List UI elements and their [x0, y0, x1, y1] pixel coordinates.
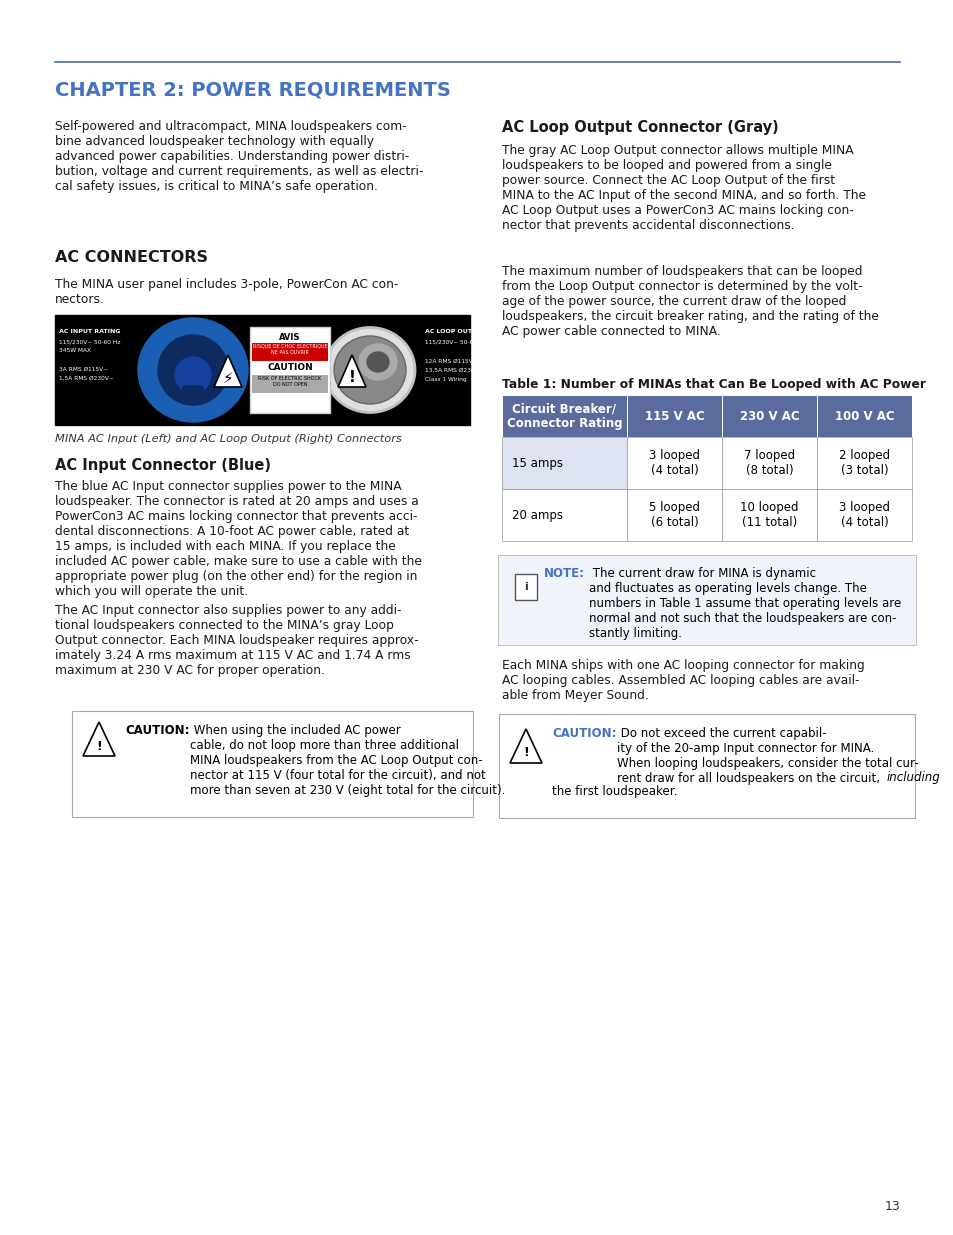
Text: 2 looped
(3 total): 2 looped (3 total)	[838, 450, 889, 477]
Text: 230 V AC: 230 V AC	[739, 410, 799, 422]
Text: Self-powered and ultracompact, MINA loudspeakers com-
bine advanced loudspeaker : Self-powered and ultracompact, MINA loud…	[55, 120, 423, 193]
Text: 13,5A RMS Ø230V~: 13,5A RMS Ø230V~	[424, 368, 483, 373]
Text: 3A RMS Ø115V~: 3A RMS Ø115V~	[59, 367, 108, 372]
Text: When using the included AC power
cable, do not loop more than three additional
M: When using the included AC power cable, …	[190, 724, 505, 797]
Text: !: !	[96, 740, 102, 752]
Text: 10 looped
(11 total): 10 looped (11 total)	[740, 501, 798, 529]
FancyBboxPatch shape	[816, 437, 911, 489]
FancyBboxPatch shape	[816, 489, 911, 541]
Text: 115 V AC: 115 V AC	[644, 410, 703, 422]
Text: Do not exceed the current capabil-
ity of the 20-amp Input connector for MINA.
W: Do not exceed the current capabil- ity o…	[617, 727, 918, 785]
Circle shape	[158, 335, 228, 405]
Polygon shape	[213, 354, 242, 387]
Text: The blue AC Input connector supplies power to the MINA
loudspeaker. The connecto: The blue AC Input connector supplies pow…	[55, 480, 421, 598]
FancyBboxPatch shape	[626, 489, 721, 541]
Text: Each MINA ships with one AC looping connector for making
AC looping cables. Asse: Each MINA ships with one AC looping conn…	[501, 659, 863, 701]
FancyBboxPatch shape	[55, 315, 470, 425]
Ellipse shape	[334, 336, 406, 404]
FancyBboxPatch shape	[497, 555, 915, 645]
FancyBboxPatch shape	[71, 711, 473, 818]
Text: CHAPTER 2: POWER REQUIREMENTS: CHAPTER 2: POWER REQUIREMENTS	[55, 80, 451, 99]
Ellipse shape	[367, 352, 389, 372]
Text: 345W MAX: 345W MAX	[59, 348, 91, 353]
Text: RISK OF ELECTRIC SHOCK
DO NOT OPEN: RISK OF ELECTRIC SHOCK DO NOT OPEN	[258, 375, 321, 387]
Text: 115/230V~ 50-60 Hz: 115/230V~ 50-60 Hz	[424, 338, 486, 345]
Text: 7 looped
(8 total): 7 looped (8 total)	[743, 450, 794, 477]
Ellipse shape	[358, 345, 396, 380]
Text: i: i	[523, 582, 527, 592]
Text: Circuit Breaker/
Connector Rating: Circuit Breaker/ Connector Rating	[506, 403, 621, 430]
FancyBboxPatch shape	[721, 437, 816, 489]
Text: The AC Input connector also supplies power to any addi-
tional loudspeakers conn: The AC Input connector also supplies pow…	[55, 604, 418, 677]
FancyBboxPatch shape	[721, 489, 816, 541]
FancyBboxPatch shape	[501, 489, 626, 541]
Text: Class 1 Wiring: Class 1 Wiring	[424, 377, 466, 382]
Text: The MINA user panel includes 3-pole, PowerCon AC con-
nectors.: The MINA user panel includes 3-pole, Pow…	[55, 278, 398, 306]
Text: CAUTION:: CAUTION:	[125, 724, 190, 737]
Polygon shape	[510, 729, 541, 763]
Circle shape	[174, 357, 211, 393]
Text: 3 looped
(4 total): 3 looped (4 total)	[838, 501, 889, 529]
Text: 100 V AC: 100 V AC	[834, 410, 893, 422]
FancyBboxPatch shape	[626, 437, 721, 489]
FancyBboxPatch shape	[183, 387, 203, 404]
Text: NOTE:: NOTE:	[543, 567, 584, 580]
FancyBboxPatch shape	[515, 574, 537, 600]
Text: AC INPUT RATING: AC INPUT RATING	[59, 329, 120, 333]
FancyBboxPatch shape	[252, 375, 328, 393]
Text: 20 amps: 20 amps	[512, 509, 562, 521]
Text: !: !	[348, 369, 355, 384]
Text: AC Loop Output Connector (Gray): AC Loop Output Connector (Gray)	[501, 120, 778, 135]
FancyBboxPatch shape	[250, 327, 330, 412]
Text: RISQUE DE CHOC ELECTRIQUE
NE PAS OUVRIR: RISQUE DE CHOC ELECTRIQUE NE PAS OUVRIR	[253, 345, 327, 354]
FancyBboxPatch shape	[626, 395, 721, 437]
Text: 3 looped
(4 total): 3 looped (4 total)	[648, 450, 700, 477]
Text: 13: 13	[883, 1200, 899, 1213]
Text: AVIS: AVIS	[279, 333, 300, 342]
Text: The maximum number of loudspeakers that can be looped
from the Loop Output conne: The maximum number of loudspeakers that …	[501, 266, 878, 338]
Polygon shape	[337, 354, 366, 387]
Text: MINA AC Input (Left) and AC Loop Output (Right) Connectors: MINA AC Input (Left) and AC Loop Output …	[55, 433, 401, 445]
FancyBboxPatch shape	[501, 437, 626, 489]
Ellipse shape	[325, 327, 415, 412]
Text: AC Input Connector (Blue): AC Input Connector (Blue)	[55, 458, 271, 473]
Text: The current draw for MINA is dynamic
and fluctuates as operating levels change. : The current draw for MINA is dynamic and…	[588, 567, 901, 640]
FancyBboxPatch shape	[498, 714, 914, 818]
Text: ⚡: ⚡	[222, 370, 233, 385]
Polygon shape	[83, 722, 115, 756]
Text: CAUTION: CAUTION	[267, 363, 313, 372]
Ellipse shape	[138, 317, 248, 422]
Text: 15 amps: 15 amps	[512, 457, 562, 469]
Text: 115/230V~ 50-60 Hz: 115/230V~ 50-60 Hz	[59, 338, 120, 345]
FancyBboxPatch shape	[252, 343, 328, 361]
Text: The gray AC Loop Output connector allows multiple MINA
loudspeakers to be looped: The gray AC Loop Output connector allows…	[501, 144, 865, 232]
Text: Table 1: Number of MINAs that Can Be Looped with AC Power: Table 1: Number of MINAs that Can Be Loo…	[501, 378, 925, 391]
FancyBboxPatch shape	[816, 395, 911, 437]
Text: 5 looped
(6 total): 5 looped (6 total)	[648, 501, 700, 529]
FancyBboxPatch shape	[721, 395, 816, 437]
Text: AC LOOP OUTPUT: AC LOOP OUTPUT	[424, 329, 485, 333]
Text: AC CONNECTORS: AC CONNECTORS	[55, 249, 208, 266]
Text: 12A RMS Ø115V~: 12A RMS Ø115V~	[424, 359, 477, 364]
Text: the first loudspeaker.: the first loudspeaker.	[552, 785, 677, 798]
Text: including: including	[886, 771, 940, 783]
Text: 1,5A RMS Ø230V~: 1,5A RMS Ø230V~	[59, 375, 113, 382]
Text: CAUTION:: CAUTION:	[552, 727, 616, 740]
Text: !: !	[522, 746, 528, 760]
FancyBboxPatch shape	[501, 395, 626, 437]
